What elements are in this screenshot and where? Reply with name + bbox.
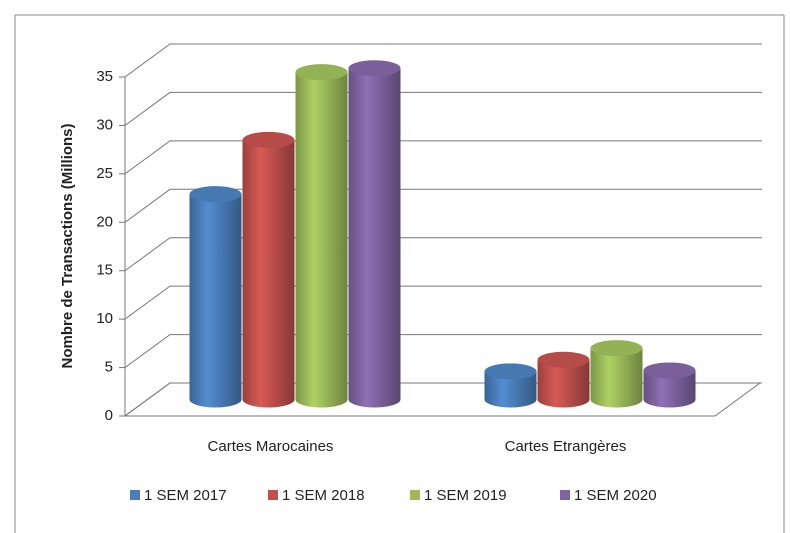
y-tick-label: 5 (105, 359, 113, 376)
bar (189, 194, 242, 408)
grid-line (124, 334, 762, 368)
bar (484, 371, 537, 408)
bar-top (537, 351, 590, 368)
legend-label: 1 SEM 2020 (574, 487, 657, 504)
bar (643, 370, 696, 408)
y-tick-label: 35 (96, 68, 113, 85)
legend-label: 1 SEM 2017 (144, 487, 227, 504)
bar-top (484, 363, 537, 380)
bar (590, 348, 643, 408)
grid-line (124, 237, 762, 272)
bar-top (590, 340, 643, 357)
x-tick-label: Cartes Marocaines (208, 438, 334, 455)
bar-top (295, 64, 348, 81)
grid-line (124, 285, 762, 320)
y-tick-label: 30 (96, 116, 113, 133)
legend-swatch (560, 490, 570, 500)
grid-line (124, 91, 762, 126)
bar (348, 68, 401, 408)
bar-top (643, 362, 696, 379)
bar (295, 72, 348, 408)
legend-swatch (268, 490, 278, 500)
y-tick-label: 25 (96, 165, 113, 182)
grid-line (124, 188, 762, 223)
x-tick-label: Cartes Etrangères (505, 438, 627, 455)
legend-label: 1 SEM 2019 (424, 487, 507, 504)
legend-swatch (410, 490, 420, 500)
y-tick-label: 0 (105, 407, 113, 424)
legend-swatch (130, 490, 140, 500)
y-tick-label: 10 (96, 310, 113, 327)
bar-top (242, 131, 295, 148)
bar (242, 139, 295, 408)
legend-label: 1 SEM 2018 (282, 487, 365, 504)
y-axis-title: Nombre de Transactions (Millions) (59, 123, 76, 368)
bar-top (189, 186, 242, 203)
bar-top (348, 60, 401, 77)
y-tick-label: 20 (96, 213, 113, 230)
bar (537, 359, 590, 408)
grid-line (124, 43, 762, 78)
y-tick-label: 15 (96, 262, 113, 279)
grid-line (124, 140, 762, 175)
